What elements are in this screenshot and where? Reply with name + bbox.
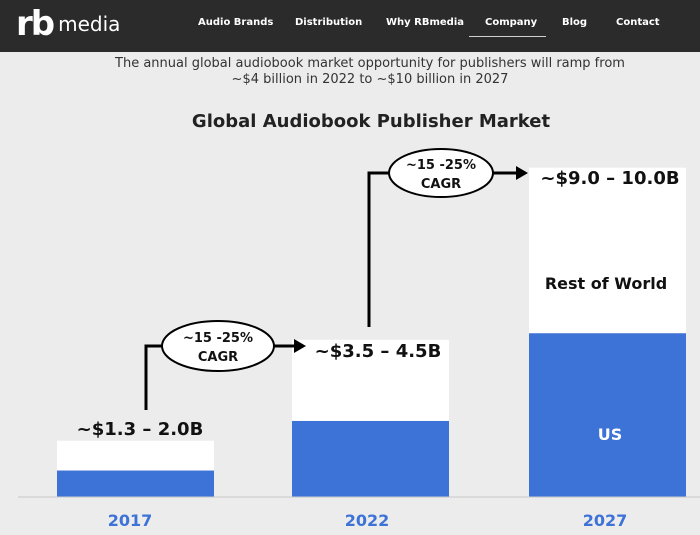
nav-item-why-rbmedia[interactable]: Why RBmedia xyxy=(386,17,465,28)
nav-item-blog[interactable]: Blog xyxy=(562,17,588,28)
arrow-1-stem xyxy=(144,344,162,410)
year-label-2022: 2022 xyxy=(345,511,390,530)
bars xyxy=(57,167,686,497)
bar-us-2022 xyxy=(292,420,449,497)
intro-line-2: ~$4 billion in 2022 to ~$10 billion in 2… xyxy=(231,72,509,87)
bar-us-2017 xyxy=(57,470,214,497)
nav-item-company[interactable]: Company xyxy=(485,17,538,28)
arrow-1-head xyxy=(294,339,306,353)
cagr-2-label: CAGR xyxy=(421,177,461,192)
nav-active-underline xyxy=(469,36,546,37)
cagr-ellipse-2 xyxy=(388,148,494,198)
bar-rest-of-world-2017 xyxy=(57,440,214,471)
rbmedia-logo[interactable]: rb media xyxy=(16,4,120,44)
nav-item-distribution[interactable]: Distribution xyxy=(295,17,363,28)
intro-line-1: The annual global audiobook market oppor… xyxy=(115,56,625,71)
nav-item-audio-brands[interactable]: Audio Brands xyxy=(198,17,274,28)
total-label-2017: ~$1.3 – 2.0B xyxy=(77,419,204,440)
top-navbar: rb media Audio Brands Distribution Why R… xyxy=(0,0,700,52)
bar-rest-of-world-2022 xyxy=(292,339,449,421)
segment-label-rest-of-world: Rest of World xyxy=(545,274,667,293)
total-label-2022: ~$3.5 – 4.5B xyxy=(315,341,442,362)
arrow-2-stem xyxy=(367,171,389,327)
year-label-2017: 2017 xyxy=(108,511,153,530)
cagr-ellipse-1 xyxy=(161,320,275,372)
logo-mark: rb xyxy=(16,4,55,44)
arrow-2-head xyxy=(516,166,528,180)
cagr-callout-1: ~15 -25% CAGR xyxy=(161,320,275,372)
bar-us-2027 xyxy=(529,333,686,497)
segment-label-us: US xyxy=(598,425,623,444)
cagr-callout-2: ~15 -25% CAGR xyxy=(388,148,494,198)
nav-item-contact[interactable]: Contact xyxy=(616,17,660,28)
intro-text: The annual global audiobook market oppor… xyxy=(90,56,650,88)
chart-title: Global Audiobook Publisher Market xyxy=(192,111,551,132)
year-label-2027: 2027 xyxy=(583,511,628,530)
cagr-1-label: CAGR xyxy=(198,350,238,365)
bar-rest-of-world-2027 xyxy=(529,167,686,334)
cagr-2-rate: ~15 -25% xyxy=(406,158,476,173)
cagr-1-rate: ~15 -25% xyxy=(183,331,253,346)
logo-wordmark: media xyxy=(58,12,121,36)
total-label-2027: ~$9.0 – 10.0B xyxy=(540,168,679,189)
